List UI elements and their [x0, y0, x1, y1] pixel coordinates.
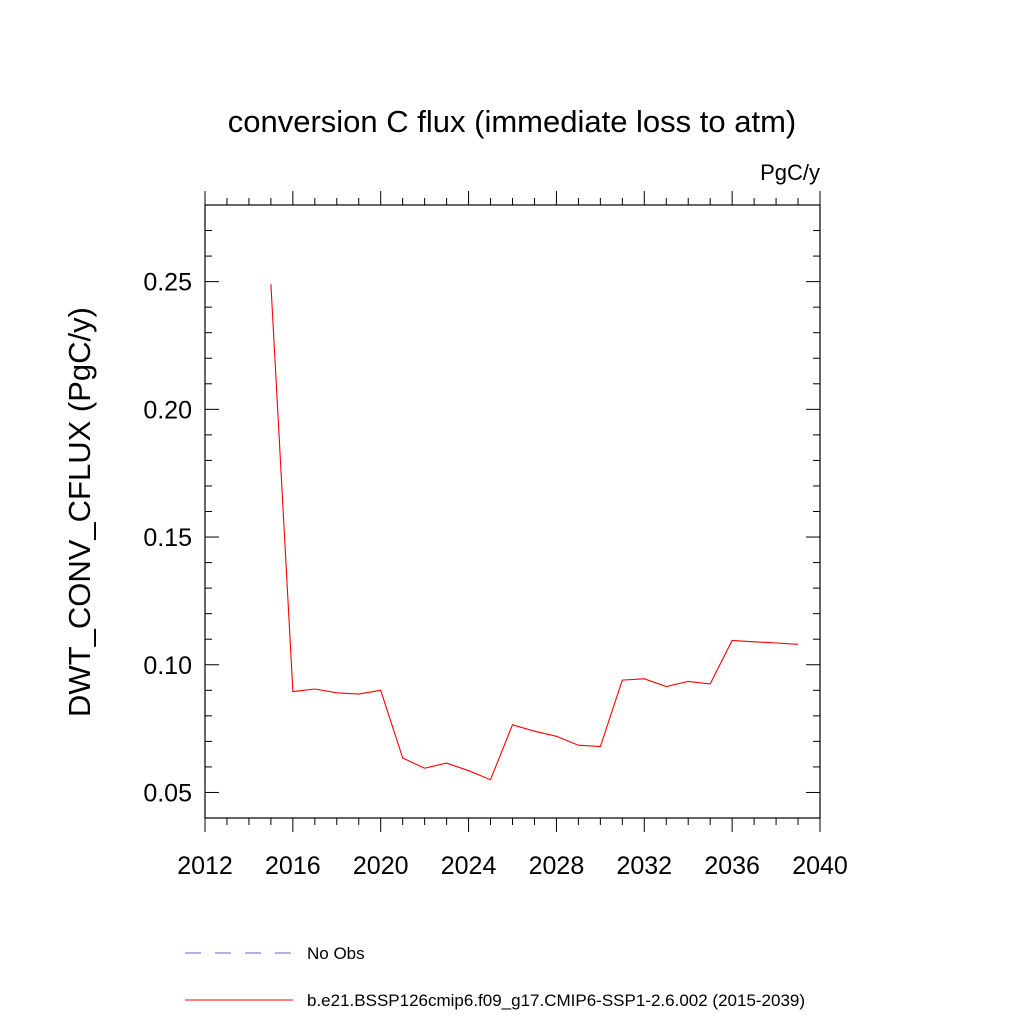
y-axis-label: DWT_CONV_CFLUX (PgC/y): [62, 307, 97, 717]
x-tick-label: 2012: [177, 852, 233, 880]
y-tick-label: 0.25: [143, 269, 192, 297]
series-layer: [270, 284, 799, 781]
y-tick-label: 0.10: [143, 652, 192, 680]
axis-tick-labels: 2012 2016 2020 2024 2028 2032 2036 2040 0.05 0.10…: [143, 269, 847, 880]
series-line: [270, 284, 799, 781]
x-tick-label: 2024: [441, 852, 497, 880]
x-tick-label: 2028: [529, 852, 585, 880]
legend: No Obs b.e21.BSSP126cmip6.f09_g17.CMIP6-S…: [185, 944, 805, 1010]
axis-ticks: [204, 191, 821, 832]
x-tick-label: 2036: [704, 852, 760, 880]
legend-label: b.e21.BSSP126cmip6.f09_g17.CMIP6-SSP1-2.…: [307, 991, 805, 1010]
y-tick-label: 0.05: [143, 779, 192, 807]
x-tick-label: 2032: [616, 852, 672, 880]
x-tick-label: 2016: [265, 852, 321, 880]
y-tick-label: 0.20: [143, 396, 192, 424]
legend-label: No Obs: [307, 944, 365, 963]
chart-title: conversion C flux (immediate loss to atm…: [228, 104, 797, 139]
x-tick-label: 2020: [353, 852, 409, 880]
x-tick-label: 2040: [792, 852, 848, 880]
y-tick-label: 0.15: [143, 524, 192, 552]
units-label: PgC/y: [760, 160, 820, 185]
